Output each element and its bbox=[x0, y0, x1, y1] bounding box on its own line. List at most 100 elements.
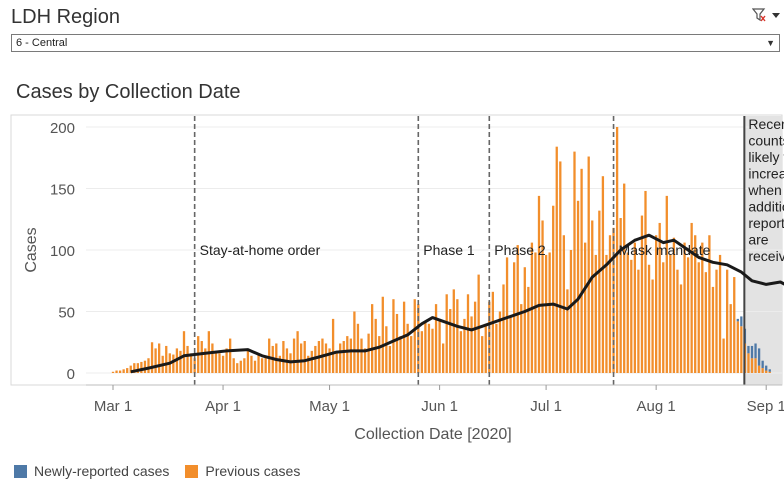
bar-previous bbox=[711, 286, 715, 373]
bar-previous bbox=[633, 242, 636, 373]
bar-previous bbox=[260, 358, 264, 373]
bar-previous bbox=[431, 328, 434, 373]
bar-previous bbox=[658, 222, 661, 373]
bar-previous bbox=[523, 267, 526, 373]
bar-previous bbox=[353, 311, 356, 373]
bar-previous bbox=[630, 259, 633, 373]
legend-label-previous: Previous cases bbox=[205, 463, 301, 479]
bar-previous bbox=[182, 331, 186, 373]
bar-previous bbox=[473, 301, 477, 373]
bar-previous bbox=[615, 127, 619, 373]
bar-previous bbox=[513, 262, 516, 373]
bar-previous bbox=[548, 252, 551, 373]
bar-previous bbox=[214, 350, 218, 373]
bar-previous bbox=[679, 284, 683, 373]
bar-previous bbox=[122, 369, 125, 373]
bar-previous bbox=[342, 341, 345, 373]
bar-previous bbox=[126, 368, 129, 373]
bar-previous bbox=[250, 355, 253, 373]
bar-previous bbox=[324, 343, 328, 373]
shaded-region-label: Recentcounts arelikely toincreasewhenadd… bbox=[747, 116, 784, 264]
bar-previous bbox=[718, 254, 722, 373]
event-label: Phase 1 bbox=[423, 242, 475, 258]
bar-previous bbox=[442, 343, 445, 373]
bar-previous bbox=[406, 323, 409, 373]
bar-previous bbox=[189, 353, 193, 373]
bar-previous bbox=[292, 338, 296, 373]
x-tick-label: Apr 1 bbox=[205, 398, 241, 415]
bar-previous bbox=[399, 336, 402, 373]
bar-previous bbox=[133, 363, 136, 373]
bar-newly-reported bbox=[768, 369, 771, 372]
bar-previous bbox=[470, 316, 473, 373]
bar-previous bbox=[715, 269, 718, 373]
bar-previous bbox=[598, 210, 601, 373]
moving-average-line bbox=[130, 233, 784, 374]
bar-previous bbox=[750, 358, 754, 373]
bar-previous bbox=[129, 365, 132, 373]
bar-previous bbox=[154, 348, 157, 373]
x-tick-label: Sep 1 bbox=[747, 398, 784, 415]
legend-label-newly-reported: Newly-reported cases bbox=[34, 463, 170, 479]
bar-previous bbox=[676, 269, 679, 373]
bar-previous bbox=[569, 250, 573, 373]
bar-newly-reported bbox=[747, 345, 750, 354]
bar-previous bbox=[541, 220, 544, 373]
bar-previous bbox=[300, 343, 303, 373]
bar-previous bbox=[243, 358, 246, 373]
x-tick-label: Mar 1 bbox=[94, 398, 132, 415]
bar-previous bbox=[757, 365, 761, 373]
bar-previous bbox=[371, 304, 374, 373]
bar-previous bbox=[665, 195, 668, 373]
bar-previous bbox=[413, 299, 416, 373]
bar-previous bbox=[505, 257, 509, 373]
bar-newly-reported bbox=[761, 360, 764, 369]
bar-previous bbox=[225, 348, 228, 373]
bar-newly-reported bbox=[757, 348, 761, 366]
bar-previous bbox=[158, 343, 161, 373]
bar-previous bbox=[452, 289, 455, 373]
bar-previous bbox=[118, 370, 122, 373]
bar-previous bbox=[115, 370, 118, 373]
bar-previous bbox=[655, 235, 658, 373]
bar-previous bbox=[221, 355, 225, 373]
event-label: Stay-at-home order bbox=[200, 242, 321, 258]
bar-previous bbox=[410, 336, 413, 373]
bar-previous bbox=[282, 341, 285, 373]
y-axis-label: Cases bbox=[23, 227, 40, 272]
bar-previous bbox=[367, 333, 370, 373]
clear-filter-icon[interactable] bbox=[752, 7, 780, 23]
y-tick-label: 50 bbox=[58, 305, 75, 322]
x-tick-label: Jul 1 bbox=[530, 398, 562, 415]
event-label: Phase 2 bbox=[494, 242, 546, 258]
bar-previous bbox=[303, 341, 306, 373]
bar-previous bbox=[481, 336, 484, 373]
bar-previous bbox=[576, 200, 580, 373]
bar-previous bbox=[722, 338, 725, 373]
bar-previous bbox=[239, 360, 242, 373]
bar-previous bbox=[651, 279, 654, 373]
region-dropdown[interactable]: 6 - Central ▼ bbox=[11, 34, 780, 52]
bar-previous bbox=[694, 235, 697, 373]
bar-previous bbox=[587, 156, 590, 373]
bar-previous bbox=[268, 338, 271, 373]
bar-previous bbox=[349, 338, 352, 373]
bar-previous bbox=[644, 190, 647, 373]
legend-item-previous: Previous cases bbox=[185, 463, 300, 479]
bar-previous bbox=[559, 161, 562, 373]
bar-previous bbox=[143, 360, 147, 373]
bar-previous bbox=[385, 326, 388, 373]
bar-previous bbox=[527, 286, 530, 373]
bar-previous bbox=[477, 274, 480, 373]
bar-previous bbox=[445, 294, 448, 373]
bar-previous bbox=[150, 342, 154, 373]
bar-previous bbox=[165, 345, 168, 373]
bar-previous bbox=[747, 353, 750, 373]
bar-previous bbox=[520, 304, 523, 373]
bar-newly-reported bbox=[750, 345, 754, 359]
bar-previous bbox=[434, 304, 438, 373]
bar-previous bbox=[498, 311, 502, 373]
bar-previous bbox=[537, 195, 541, 373]
bar-previous bbox=[392, 299, 395, 373]
bar-previous bbox=[594, 254, 597, 373]
